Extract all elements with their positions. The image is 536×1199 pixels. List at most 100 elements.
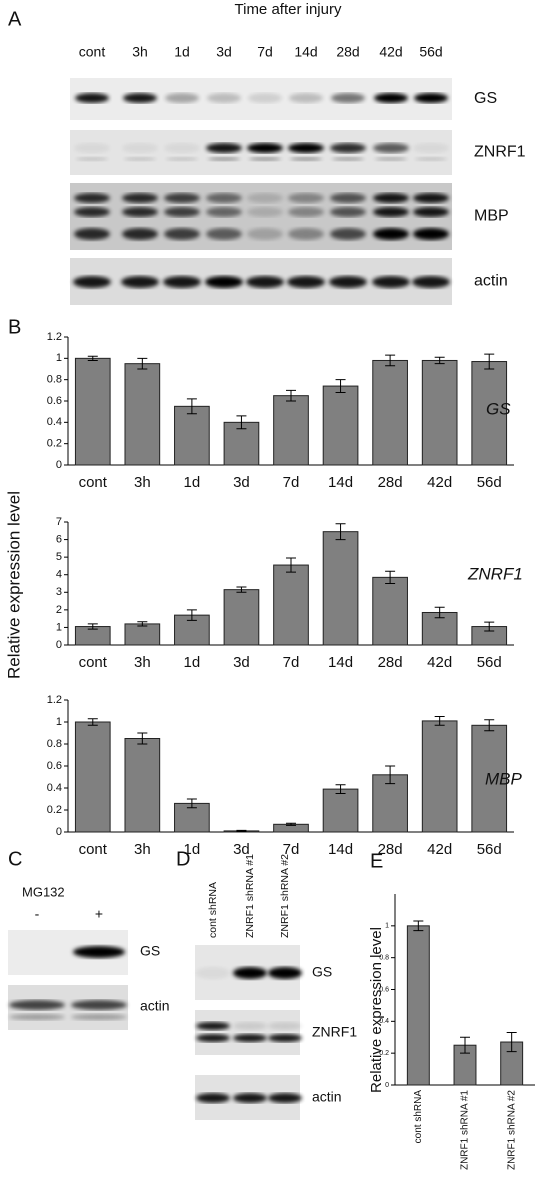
y-tick-label: 1.2 xyxy=(47,331,62,343)
blot xyxy=(195,1010,300,1055)
band xyxy=(374,93,408,103)
band xyxy=(233,967,267,979)
band xyxy=(196,1093,230,1103)
error-bar xyxy=(236,415,247,430)
band xyxy=(247,207,283,217)
band xyxy=(268,967,302,979)
y-tick-label: 0.2 xyxy=(47,438,62,450)
bar xyxy=(421,359,458,466)
bar xyxy=(471,724,508,833)
panel-letter: B xyxy=(8,316,21,338)
band xyxy=(76,157,108,161)
y-axis-title: Relative expression level xyxy=(4,491,23,679)
error-bar xyxy=(186,798,197,809)
lane-label: 7d xyxy=(257,44,273,60)
blot-label: GS xyxy=(312,964,332,980)
band xyxy=(71,1000,127,1010)
lane-label: ZNRF1 shRNA #2 xyxy=(279,854,291,938)
band xyxy=(414,93,448,103)
band xyxy=(207,93,241,103)
band xyxy=(166,157,198,161)
x-tick-label: 14d xyxy=(328,654,353,671)
band xyxy=(163,276,201,288)
band xyxy=(330,193,366,203)
band xyxy=(247,193,283,203)
error-bar xyxy=(335,379,346,393)
band xyxy=(123,93,157,103)
band xyxy=(196,1034,230,1042)
treatment-label: MG132 xyxy=(22,884,65,899)
x-tick-label: 14d xyxy=(328,474,353,491)
error-bar xyxy=(385,765,396,785)
error-bar xyxy=(236,586,247,593)
band xyxy=(205,276,243,288)
y-tick-label: 0.6 xyxy=(379,986,389,993)
band xyxy=(164,193,200,203)
bar xyxy=(174,405,210,466)
y-tick-label: 0.6 xyxy=(47,760,62,772)
band xyxy=(164,143,200,153)
band xyxy=(287,276,325,288)
band xyxy=(124,157,156,161)
band xyxy=(196,967,230,979)
error-bar xyxy=(484,621,495,632)
x-tick-label: 3d xyxy=(233,841,250,858)
bar xyxy=(273,395,309,466)
lane-label: 56d xyxy=(419,44,442,60)
x-tick-label: 3h xyxy=(134,841,151,858)
x-tick-label: 1d xyxy=(184,654,201,671)
lane-label: 14d xyxy=(294,44,317,60)
y-tick-label: 0.4 xyxy=(379,1018,389,1025)
blot-label: actin xyxy=(312,1089,342,1105)
error-bar xyxy=(335,523,346,541)
band xyxy=(73,946,125,958)
band xyxy=(330,143,366,153)
error-bar xyxy=(236,829,247,832)
band xyxy=(122,143,158,153)
y-tick-label: 0 xyxy=(56,639,62,651)
x-tick-label: 3d xyxy=(233,474,250,491)
x-tick-label: 28d xyxy=(378,654,403,671)
error-bar xyxy=(335,784,346,794)
lane-label: - xyxy=(35,906,40,922)
y-tick-label: 0.2 xyxy=(379,1050,389,1057)
x-tick-label: 28d xyxy=(378,474,403,491)
x-tick-label: cont xyxy=(79,841,108,858)
band xyxy=(413,207,449,217)
bar xyxy=(124,623,161,646)
error-bar xyxy=(460,1036,470,1054)
band xyxy=(74,207,110,217)
band xyxy=(268,1034,302,1042)
error-bar xyxy=(286,389,296,402)
x-tick-label: 56d xyxy=(477,841,502,858)
x-tick-label: 14d xyxy=(328,841,353,858)
band xyxy=(412,276,450,288)
bar xyxy=(74,721,111,833)
error-bar xyxy=(434,606,445,619)
band xyxy=(196,1022,230,1030)
band xyxy=(74,143,110,153)
lane-label: + xyxy=(95,906,103,922)
bar xyxy=(322,788,359,833)
x-tick-label: 28d xyxy=(378,841,403,858)
band xyxy=(413,193,449,203)
band xyxy=(233,1034,267,1042)
x-tick-label: 7d xyxy=(283,841,300,858)
x-tick-label: 56d xyxy=(477,654,502,671)
band xyxy=(206,207,242,217)
lane-label: 3h xyxy=(132,44,148,60)
band xyxy=(164,228,200,240)
y-axis-title: Relative expression level xyxy=(368,927,385,1093)
error-bar xyxy=(506,1031,517,1053)
error-bar xyxy=(137,357,148,370)
band xyxy=(268,1093,302,1103)
band xyxy=(75,93,109,103)
band xyxy=(247,143,283,153)
x-tick-label: cont xyxy=(79,654,108,671)
error-bar xyxy=(137,621,148,627)
x-tick-label: 42d xyxy=(427,654,452,671)
lane-label: 28d xyxy=(336,44,359,60)
error-bar xyxy=(413,920,424,932)
band xyxy=(246,276,284,288)
band xyxy=(122,228,158,240)
